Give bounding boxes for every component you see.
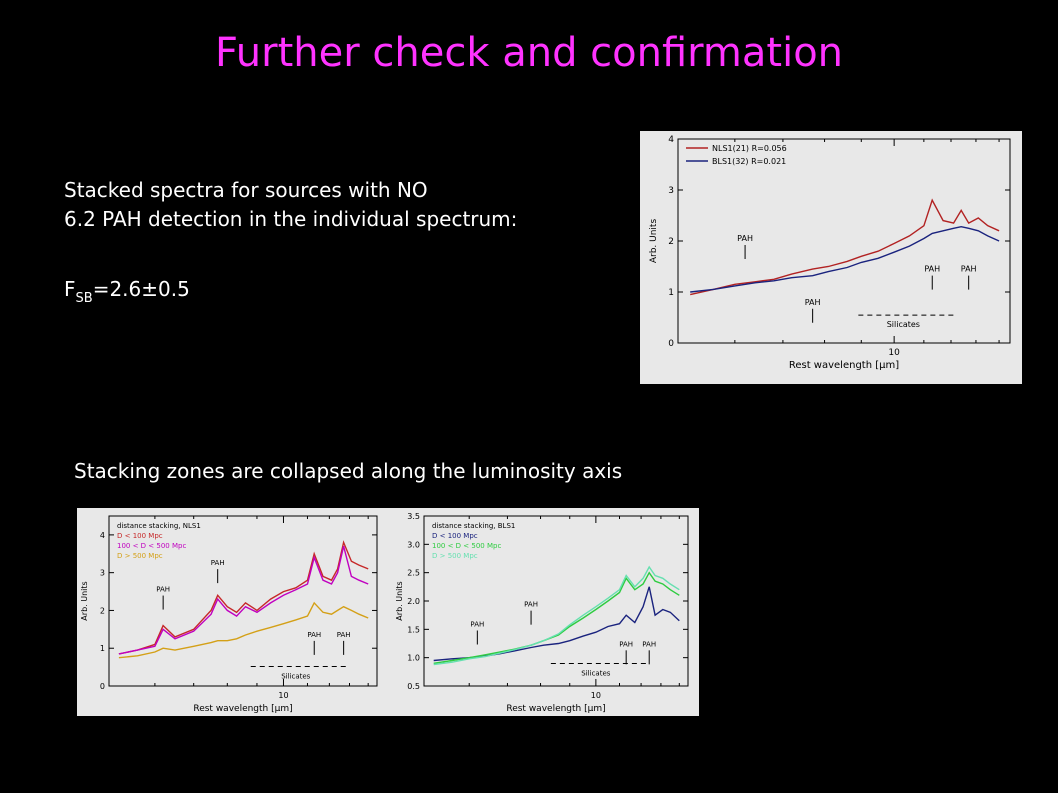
x-tick-label: 10 [278,691,288,700]
annotation-label: PAH [805,298,821,307]
x-axis-label: Rest wavelength [μm] [193,704,292,714]
y-axis-label: Arb. Units [395,581,404,620]
legend-entry: D > 500 Mpc [117,552,163,560]
annotation-label: PAH [211,559,225,567]
y-tick-label: 2 [100,606,105,615]
y-tick-label: 1 [668,288,674,298]
plot-frame [108,515,378,687]
legend-entry: 100 < D < 500 Mpc [117,542,186,550]
annotation-label: PAH [524,601,538,609]
y-tick-label: 2 [668,237,674,247]
series-line [690,225,1000,293]
x-tick-label: 10 [591,691,601,700]
annotation-label: PAH [961,265,977,274]
legend-entry: BLS1(32) R=0.021 [712,157,786,166]
y-tick-label: 2.5 [407,569,420,578]
legend-title: distance stacking, NLS1 [117,522,201,530]
y-tick-label: 3.5 [407,512,420,521]
series-line [118,601,369,659]
y-tick-label: 3.0 [407,540,420,549]
y-tick-label: 2.0 [407,597,420,606]
y-tick-label: 3 [668,186,674,196]
y-tick-label: 1.0 [407,654,420,663]
fsb-value: =2.6±0.5 [92,277,190,301]
annotation-label: PAH [470,621,484,629]
legend-entry: NLS1(21) R=0.056 [712,144,787,153]
slide-title: Further check and confirmation [214,30,844,76]
chart-panel-distance: 0 1 2 3 4 10 Rest wavelength [μm] Arb. Units dis… [77,508,699,716]
stacking-caption: Stacking zones are collapsed along the l… [74,459,623,483]
y-axis-label: Arb. Units [649,219,659,264]
description-line-2: 6.2 PAH detection in the individual spec… [64,207,518,231]
annotation-label: PAH [619,640,633,648]
nls1-distance-chart: 0 1 2 3 4 10 Rest wavelength [μm] Arb. Units dis… [80,515,378,714]
x-axis-label: Rest wavelength [μm] [506,704,605,714]
legend-entry: D < 100 Mpc [432,532,478,540]
y-tick-label: 0.5 [407,682,420,691]
fsb-subscript: SB [75,291,93,306]
y-tick-label: 0 [100,682,105,691]
annotation-label: Silicates [887,320,920,329]
y-tick-label: 4 [100,531,105,540]
series-line [118,540,369,655]
y-tick-label: 3 [100,569,105,578]
bls1-distance-chart: 0.5 1.0 1.5 2.0 2.5 3.0 3.5 10 Rest wavelength [… [395,512,689,714]
annotation-label: Silicates [281,673,310,681]
annotation-label: PAH [156,586,170,594]
series-line [433,565,680,666]
y-tick-label: 1.5 [407,625,420,634]
y-tick-label: 4 [668,135,674,145]
y-tick-label: 1 [100,644,105,653]
legend-title: distance stacking, BLS1 [432,522,515,530]
annotation-label: PAH [737,234,753,243]
plot-frame [677,138,1011,344]
annotation-label: PAH [924,265,940,274]
series-line [690,198,1000,296]
y-axis-label: Arb. Units [80,581,89,620]
legend-entry: D < 100 Mpc [117,532,163,540]
annotation-label: Silicates [581,670,610,678]
legend-entry: 100 < D < 500 Mpc [432,542,501,550]
legend-entry: D > 500 Mpc [432,552,478,560]
series-line [433,571,680,664]
x-tick-label: 10 [888,348,900,358]
x-axis-label: Rest wavelength [μm] [789,360,899,371]
annotation-label: PAH [337,631,351,639]
chart-panel-stacked: 0 1 2 3 4 10 Rest wavelength [μm] Arb. Units NLS… [640,131,1022,384]
description-line-1: Stacked spectra for sources with NO [64,178,428,202]
y-tick-label: 0 [668,339,674,349]
annotation-label: PAH [642,640,656,648]
stacked-spectrum-chart: 0 1 2 3 4 10 Rest wavelength [μm] Arb. Units NLS… [649,135,1011,371]
annotation-label: PAH [307,631,321,639]
fsb-result: FSB=2.6±0.5 [64,275,190,307]
fsb-symbol: F [64,277,76,301]
series-line [118,546,369,655]
